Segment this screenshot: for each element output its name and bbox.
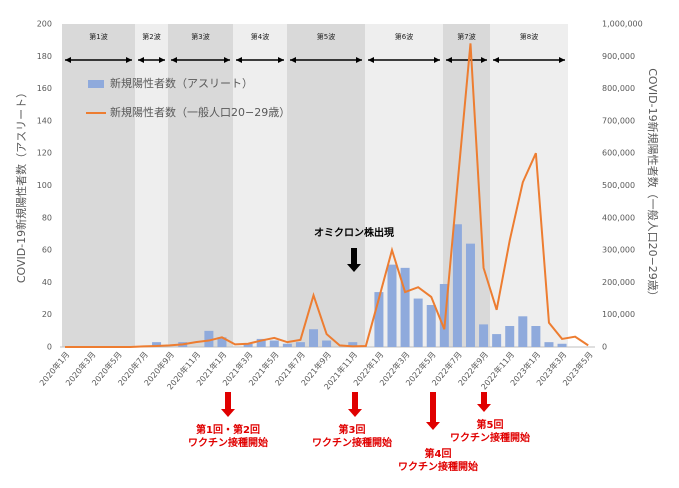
arrow-head	[138, 57, 165, 63]
wave-band	[490, 24, 568, 347]
annotation: 第4回	[425, 447, 452, 460]
annotation: ワクチン接種開始	[188, 436, 268, 449]
y-tick-label: 40	[42, 278, 52, 287]
legend-label: 新規陽性者数（一般人口20−29歳）	[110, 105, 290, 119]
bar	[426, 305, 436, 347]
y-tick-label: 200	[37, 20, 52, 29]
annotation: ワクチン接種開始	[398, 460, 478, 473]
bar	[152, 342, 162, 347]
wave-band	[62, 24, 135, 347]
wave-label: 第2波	[142, 32, 160, 41]
annotation: ワクチン接種開始	[450, 431, 530, 444]
bar	[492, 334, 502, 347]
bar	[387, 264, 397, 347]
bar	[505, 326, 515, 347]
bar	[309, 329, 319, 347]
line	[65, 43, 589, 348]
y-tick-label: 0	[47, 343, 52, 352]
bar	[295, 342, 305, 347]
y2-axis-title: COVID-19新規陽性者数（一般人口20−29歳）	[646, 68, 660, 302]
bar	[269, 340, 279, 347]
y-tick-label: 20	[42, 310, 52, 319]
bar	[413, 298, 423, 347]
wave-band	[287, 24, 365, 347]
y2-tick-label: 200,000	[602, 278, 635, 287]
annotation: ワクチン接種開始	[312, 436, 392, 449]
arrow-head	[236, 57, 284, 63]
y2-tick-label: 0	[602, 343, 607, 352]
bar	[557, 343, 567, 347]
bar	[348, 342, 358, 347]
y-tick-label: 160	[37, 84, 52, 93]
wave-label: 第5波	[317, 32, 335, 41]
wave-label: 第4波	[251, 32, 269, 41]
wave-label: 第1波	[89, 32, 107, 41]
bar	[531, 326, 541, 347]
wave-band	[135, 24, 168, 347]
bar	[518, 316, 528, 347]
bar	[204, 330, 214, 347]
y2-tick-label: 400,000	[602, 213, 635, 222]
y2-tick-label: 100,000	[602, 310, 635, 319]
bar	[479, 324, 489, 347]
wave-label: 第3波	[191, 32, 209, 41]
bar	[374, 292, 384, 347]
y-tick-label: 80	[42, 213, 52, 222]
y2-tick-label: 300,000	[602, 246, 635, 255]
legend-swatch	[88, 80, 104, 88]
y2-tick-label: 600,000	[602, 149, 635, 158]
bar	[217, 337, 227, 347]
y-tick-label: 100	[37, 181, 52, 190]
bar	[243, 343, 253, 347]
annotation: 第1回・第2回	[196, 423, 260, 436]
annotation-arrow	[477, 392, 491, 412]
bar	[282, 343, 292, 347]
bar	[452, 224, 462, 347]
annotation: 第5回	[477, 418, 504, 431]
y-axis-title: COVID-19新規陽性者数（アスリート）	[14, 87, 28, 283]
wave-label: 第8波	[520, 32, 538, 41]
annotation-arrow	[426, 392, 440, 430]
y-tick-label: 120	[37, 149, 52, 158]
y-tick-label: 140	[37, 116, 52, 125]
arrow-head	[171, 57, 230, 63]
bar	[256, 338, 266, 347]
wave-label: 第7波	[457, 32, 475, 41]
bar	[465, 243, 475, 347]
bar	[544, 342, 554, 347]
legend-label: 新規陽性者数（アスリート）	[110, 76, 253, 90]
y2-tick-label: 700,000	[602, 116, 635, 125]
wave-band	[168, 24, 233, 347]
y-tick-label: 180	[37, 52, 52, 61]
annotation-arrow	[221, 392, 235, 417]
bar	[439, 284, 449, 347]
bar	[400, 267, 410, 347]
y2-tick-label: 800,000	[602, 84, 635, 93]
y2-tick-label: 1,000,000	[602, 20, 643, 29]
bar	[322, 340, 332, 347]
y2-tick-label: 500,000	[602, 181, 635, 190]
wave-label: 第6波	[395, 32, 413, 41]
annotation: オミクロン株出現	[314, 226, 394, 239]
annotation-arrow	[347, 248, 361, 272]
annotation-arrow	[348, 392, 362, 417]
y2-tick-label: 900,000	[602, 52, 635, 61]
wave-band	[233, 24, 287, 347]
annotation: 第3回	[339, 423, 366, 436]
y-tick-label: 60	[42, 246, 52, 255]
